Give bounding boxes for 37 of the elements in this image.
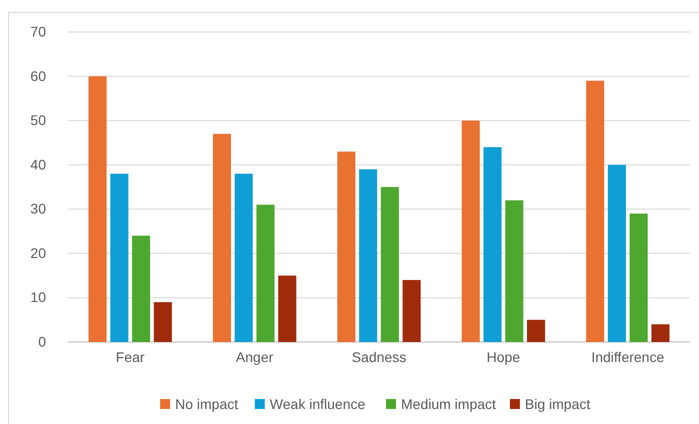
legend-label: Medium impact	[401, 396, 496, 412]
bar	[337, 152, 356, 342]
legend-label: Weak influence	[270, 396, 366, 412]
y-tick-label: 0	[38, 333, 46, 350]
bar	[88, 76, 107, 342]
bar	[527, 320, 546, 342]
bar	[212, 134, 231, 342]
bar	[278, 276, 296, 342]
y-tick-label: 50	[30, 112, 46, 128]
bar	[359, 169, 378, 342]
bar	[380, 187, 399, 342]
x-tick-label: Anger	[236, 348, 274, 365]
bar	[462, 120, 480, 342]
y-tick-label: 10	[30, 289, 46, 306]
x-tick-label: Fear	[116, 348, 145, 365]
legend-label: No impact	[175, 396, 238, 412]
y-tick-label: 40	[30, 156, 46, 172]
bar	[402, 280, 421, 342]
bar	[608, 164, 626, 342]
bar	[505, 200, 524, 342]
x-tick-label: Sadness	[352, 348, 406, 365]
bar	[483, 147, 502, 342]
bar	[651, 324, 670, 342]
bar	[110, 174, 128, 342]
y-tick-label: 60	[30, 68, 46, 84]
bar	[630, 214, 648, 342]
y-tick-label: 20	[30, 244, 46, 261]
bar	[154, 302, 172, 342]
bar	[132, 236, 150, 342]
x-tick-label: Indifference	[591, 348, 664, 365]
y-tick-label: 70	[30, 23, 46, 40]
bar	[586, 80, 604, 342]
y-tick-label: 30	[30, 200, 46, 217]
legend-label: Big impact	[524, 396, 590, 412]
bar	[256, 204, 275, 342]
x-tick-label: Hope	[486, 348, 520, 365]
bar	[234, 174, 253, 342]
